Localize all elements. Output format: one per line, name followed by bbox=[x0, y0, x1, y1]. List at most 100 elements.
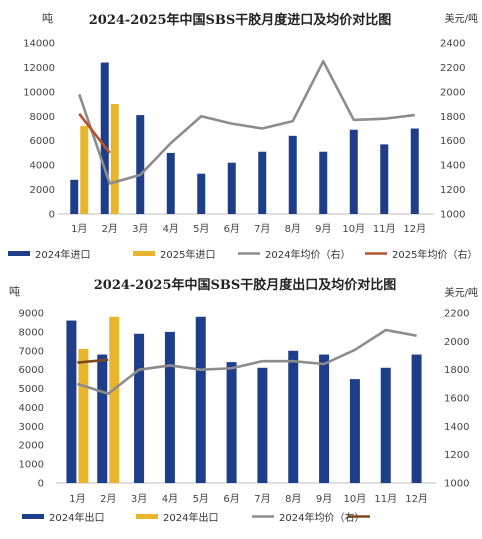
chart1-left-tick-label: 6000 bbox=[30, 136, 55, 147]
chart2-left-tick-label: 4000 bbox=[19, 403, 44, 414]
chart1-line-series2 bbox=[78, 113, 111, 154]
chart1-x-tick-label: 7月 bbox=[254, 223, 270, 235]
chart2-bar-series1 bbox=[226, 362, 237, 483]
chart2-x-tick-label: 10月 bbox=[344, 493, 367, 505]
chart1-legend-swatch bbox=[8, 251, 30, 256]
chart1-x-tick-label: 11月 bbox=[373, 223, 396, 235]
chart2-bar-series2 bbox=[78, 348, 89, 483]
chart2-left-tick-label: 9000 bbox=[19, 309, 44, 320]
chart2-legend-label: 2024年出口 bbox=[49, 511, 104, 524]
chart1-left-tick-label: 8000 bbox=[30, 112, 55, 123]
chart1-line-series1 bbox=[78, 60, 415, 185]
chart1-legend-label: 2024年进口 bbox=[35, 248, 90, 261]
chart2-bar-series1 bbox=[164, 331, 175, 483]
chart1-x-tick-label: 8月 bbox=[285, 223, 301, 235]
chart1-bar-series1 bbox=[380, 144, 389, 214]
chart1-bar-series1 bbox=[100, 62, 109, 214]
chart2-bar-series1 bbox=[66, 320, 77, 483]
chart2-line-series1 bbox=[77, 328, 417, 396]
chart2-x-tick-label: 2月 bbox=[100, 493, 116, 505]
chart2-right-unit: 美元/吨 bbox=[445, 286, 478, 299]
chart1-bar-series1 bbox=[227, 162, 236, 214]
chart1-bar-series1 bbox=[166, 152, 175, 214]
chart2-left-tick-label: 5000 bbox=[19, 384, 44, 395]
chart2-left-unit: 吨 bbox=[9, 285, 20, 298]
chart2-right-tick-label: 1800 bbox=[444, 365, 469, 376]
chart2-legend-swatch bbox=[136, 514, 158, 519]
chart1-x-tick-label: 6月 bbox=[224, 223, 240, 235]
chart1-left-tick-label: 2000 bbox=[30, 185, 55, 196]
chart2-left-tick-label: 8000 bbox=[19, 327, 44, 338]
chart1-bar-series1 bbox=[410, 128, 419, 214]
chart1-right-tick-label: 1400 bbox=[440, 161, 465, 172]
chart2-x-tick-label: 3月 bbox=[131, 493, 147, 505]
chart2-x-tick-label: 8月 bbox=[285, 493, 301, 505]
chart2-x-tick-label: 7月 bbox=[254, 493, 270, 505]
chart2-line-series2 bbox=[77, 358, 109, 364]
chart2-x-tick-label: 4月 bbox=[162, 493, 178, 505]
chart1-bar-series1 bbox=[349, 129, 358, 214]
chart2-right-tick-label: 1400 bbox=[444, 422, 469, 433]
chart1-x-tick-label: 2月 bbox=[102, 223, 118, 235]
chart2-left-tick-label: 6000 bbox=[19, 365, 44, 376]
chart1-bar-series1 bbox=[197, 173, 206, 214]
chart2-x-tick-label: 9月 bbox=[316, 493, 332, 505]
chart1-bar-series2 bbox=[110, 104, 119, 214]
chart1-left-unit: 吨 bbox=[42, 12, 53, 25]
chart1-right-tick-label: 2000 bbox=[440, 87, 465, 98]
chart1-x-tick-label: 9月 bbox=[315, 223, 331, 235]
chart1-legend-label: 2024年均价（右） bbox=[265, 248, 350, 261]
chart2-bar-series1 bbox=[380, 367, 391, 483]
chart2-x-tick-label: 11月 bbox=[374, 493, 397, 505]
chart2-bar-series1 bbox=[134, 333, 145, 483]
chart2-bar-series1 bbox=[97, 354, 108, 483]
chart2-left-tick-label: 0 bbox=[38, 479, 44, 490]
chart1-bar-series1 bbox=[70, 179, 79, 214]
chart2-left-tick-label: 2000 bbox=[19, 441, 44, 452]
chart1-bar-series1 bbox=[136, 115, 145, 214]
chart2-x-tick-label: 6月 bbox=[223, 493, 239, 505]
chart1-bar-series1 bbox=[258, 151, 267, 214]
chart2-legend-label: 2024年出口 bbox=[163, 511, 218, 524]
chart1-right-tick-label: 2400 bbox=[440, 39, 465, 50]
chart1-right-tick-label: 1000 bbox=[440, 210, 465, 221]
chart2-bar-series1 bbox=[319, 354, 330, 483]
chart1-left-tick-label: 14000 bbox=[23, 39, 55, 50]
chart2-bar-series1 bbox=[288, 350, 299, 483]
chart1-right-tick-label: 1200 bbox=[440, 185, 465, 196]
chart2-right-tick-label: 2200 bbox=[444, 309, 469, 320]
chart1-left-tick-label: 12000 bbox=[23, 63, 55, 74]
chart1-x-tick-label: 12月 bbox=[403, 223, 426, 235]
chart2-bar-series1 bbox=[411, 354, 422, 483]
chart1-bar-series2 bbox=[80, 126, 89, 214]
chart2-x-tick-label: 5月 bbox=[193, 493, 209, 505]
chart2-left-tick-label: 1000 bbox=[19, 460, 44, 471]
chart1-x-tick-label: 3月 bbox=[132, 223, 148, 235]
chart1-x-tick-label: 10月 bbox=[342, 223, 365, 235]
chart1-title: 2024-2025年中国SBS干胶月度进口及均价对比图 bbox=[89, 12, 392, 28]
chart1-legend-label: 2025年均价（右） bbox=[392, 248, 477, 261]
chart2-left-tick-label: 3000 bbox=[19, 422, 44, 433]
chart2-legend-swatch bbox=[22, 514, 44, 519]
chart2-bar-series1 bbox=[195, 316, 206, 483]
chart1-x-tick-label: 1月 bbox=[71, 223, 87, 235]
chart2-right-tick-label: 1200 bbox=[444, 450, 469, 461]
chart2-right-tick-label: 2000 bbox=[444, 337, 469, 348]
chart2-right-tick-label: 1000 bbox=[444, 479, 469, 490]
chart2-bar-series2 bbox=[109, 316, 120, 483]
chart2-bar-series1 bbox=[257, 367, 268, 483]
chart1-right-tick-label: 1600 bbox=[440, 136, 465, 147]
chart1-left-tick-label: 10000 bbox=[23, 87, 55, 98]
chart1-legend-label: 2025年进口 bbox=[160, 248, 215, 261]
chart2-x-tick-label: 12月 bbox=[405, 493, 428, 505]
chart1-x-tick-label: 4月 bbox=[163, 223, 179, 235]
chart2-left-tick-label: 7000 bbox=[19, 346, 44, 357]
chart2-title: 2024-2025年中国SBS干胶月度出口及均价对比图 bbox=[94, 277, 397, 293]
chart1-bar-series1 bbox=[319, 151, 328, 214]
chart2-right-tick-label: 1600 bbox=[444, 394, 469, 405]
chart2-x-tick-label: 1月 bbox=[69, 493, 85, 505]
chart1-right-tick-label: 1800 bbox=[440, 112, 465, 123]
chart1-bar-series1 bbox=[288, 135, 297, 214]
